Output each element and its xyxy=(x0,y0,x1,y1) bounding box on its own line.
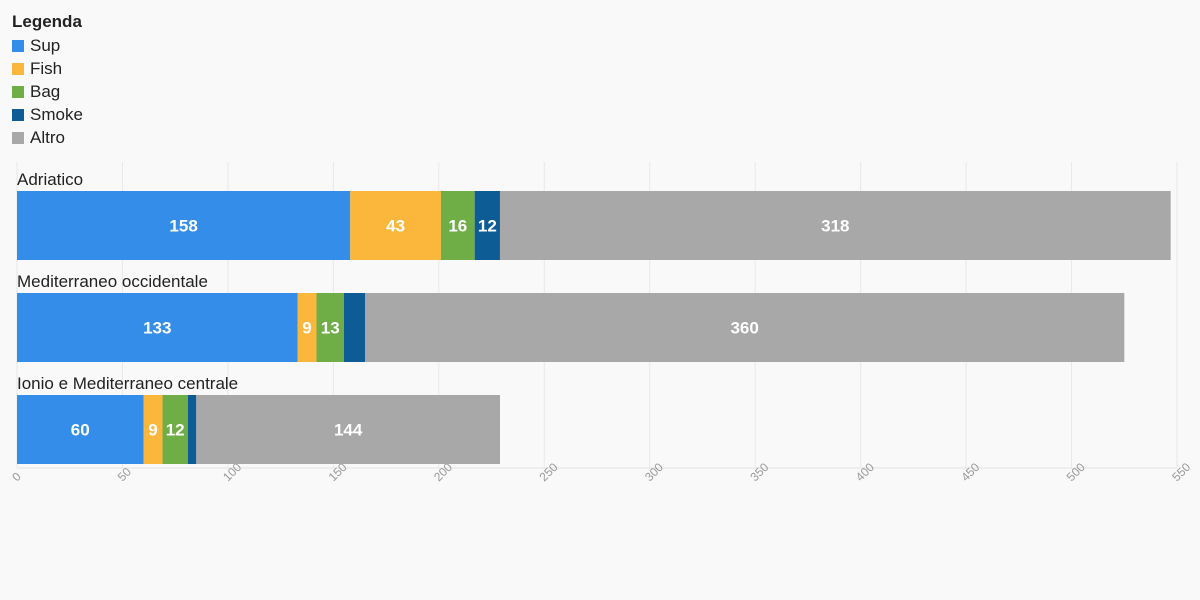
legend-item-smoke: Smoke xyxy=(12,103,83,126)
x-tick-label-350: 350 xyxy=(747,460,771,484)
legend-swatch-sup xyxy=(12,39,24,52)
legend-item-sup: Sup xyxy=(12,34,83,57)
legend-swatch-bag xyxy=(12,85,24,98)
data-label-ionio-e-mediterraneo-centrale-sup: 60 xyxy=(71,421,90,440)
category-label-adriatico: Adriatico xyxy=(17,170,83,189)
bar-adriatico-bag xyxy=(440,191,475,260)
bar-adriatico-fish xyxy=(350,191,441,260)
bar-ionio-e-mediterraneo-centrale-altro xyxy=(196,395,500,464)
data-label-adriatico-fish: 43 xyxy=(386,217,405,236)
bar-ionio-e-mediterraneo-centrale-bag xyxy=(162,395,188,464)
data-label-adriatico-sup: 158 xyxy=(169,217,197,236)
legend-title: Legenda xyxy=(12,12,82,31)
data-label-mediterraneo-occidentale-fish: 9 xyxy=(302,319,311,338)
bar-mediterraneo-occidentale-fish xyxy=(297,293,317,362)
bar-ionio-e-mediterraneo-centrale-fish xyxy=(143,395,163,464)
legend-label-bag: Bag xyxy=(30,81,61,101)
x-tick-label-0: 0 xyxy=(9,469,24,484)
bar-adriatico-smoke xyxy=(474,191,500,260)
bar-adriatico-altro xyxy=(499,191,1171,260)
data-label-mediterraneo-occidentale-bag: 13 xyxy=(321,319,340,338)
bar-adriatico-sup xyxy=(17,191,351,260)
data-label-adriatico-smoke: 12 xyxy=(478,217,497,236)
category-label-mediterraneo-occidentale: Mediterraneo occidentale xyxy=(17,272,208,291)
legend-item-altro: Altro xyxy=(12,126,83,149)
x-tick-label-550: 550 xyxy=(1169,460,1193,484)
bar-mediterraneo-occidentale-altro xyxy=(365,293,1125,362)
bar-ionio-e-mediterraneo-centrale-smoke xyxy=(187,395,197,464)
data-label-ionio-e-mediterraneo-centrale-fish: 9 xyxy=(148,421,157,440)
bar-mediterraneo-occidentale-smoke xyxy=(343,293,365,362)
legend-rows: Sup Fish Bag Smoke Altro xyxy=(12,34,83,149)
bar-mediterraneo-occidentale-bag xyxy=(316,293,344,362)
data-label-adriatico-bag: 16 xyxy=(448,217,467,236)
legend: Legenda Sup Fish Bag Smoke Altro xyxy=(12,12,83,149)
bars-layer xyxy=(17,191,1171,464)
x-tick-label-50: 50 xyxy=(115,465,135,485)
data-label-adriatico-altro: 318 xyxy=(821,217,849,236)
legend-item-bag: Bag xyxy=(12,80,83,103)
legend-swatch-smoke xyxy=(12,108,24,121)
legend-swatch-fish xyxy=(12,62,24,75)
legend-label-smoke: Smoke xyxy=(30,104,83,124)
x-tick-label-450: 450 xyxy=(958,460,982,484)
legend-label-fish: Fish xyxy=(30,58,63,78)
x-tick-label-500: 500 xyxy=(1064,460,1088,484)
x-tick-label-300: 300 xyxy=(642,460,666,484)
x-tick-label-400: 400 xyxy=(853,460,877,484)
data-label-mediterraneo-occidentale-altro: 360 xyxy=(730,319,758,338)
legend-label-sup: Sup xyxy=(30,35,61,55)
legend-item-fish: Fish xyxy=(12,57,83,80)
x-tick-label-250: 250 xyxy=(536,460,560,484)
bar-mediterraneo-occidentale-sup xyxy=(17,293,298,362)
data-label-mediterraneo-occidentale-sup: 133 xyxy=(143,319,171,338)
category-label-ionio-e-mediterraneo-centrale: Ionio e Mediterraneo centrale xyxy=(17,374,238,393)
labels-layer: Adriatico 158 43 16 12 318 Mediterraneo occide… xyxy=(17,170,850,440)
bar-ionio-e-mediterraneo-centrale-sup xyxy=(17,395,144,464)
data-label-ionio-e-mediterraneo-centrale-altro: 144 xyxy=(334,421,363,440)
data-label-ionio-e-mediterraneo-centrale-bag: 12 xyxy=(166,421,185,440)
legend-swatch-altro xyxy=(12,131,24,144)
legend-label-altro: Altro xyxy=(30,127,65,147)
